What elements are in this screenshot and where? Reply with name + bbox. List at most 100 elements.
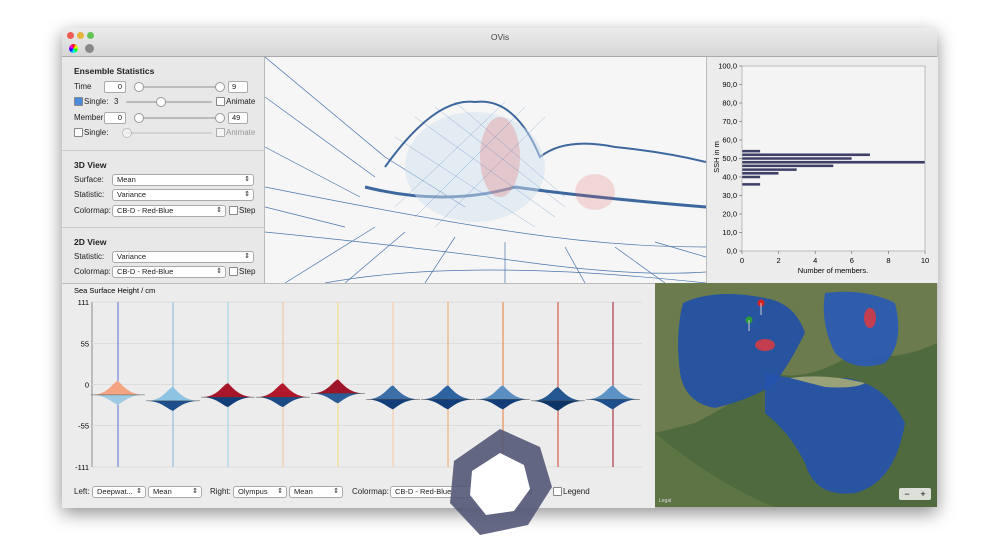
violin-lower	[256, 397, 310, 408]
violin-lower	[476, 399, 530, 410]
spin-box[interactable]: 9	[228, 81, 248, 93]
x-tick-label: 6	[850, 256, 854, 265]
y-tick-label: 30,0	[722, 191, 737, 200]
violin-lower	[421, 399, 475, 410]
slider[interactable]	[126, 101, 212, 103]
combo-box[interactable]: Mean	[148, 486, 202, 498]
section-title: 3D View	[74, 160, 107, 170]
separator	[62, 150, 264, 151]
combo-box[interactable]: CB-D - Red-Blue	[112, 266, 226, 278]
slider[interactable]	[136, 86, 222, 88]
y-tick-label: 20,0	[722, 210, 737, 219]
combo-box[interactable]: Mean	[289, 486, 343, 498]
y-tick-label: 0	[85, 381, 89, 390]
legal-text[interactable]: Legal	[659, 498, 671, 504]
y-tick-label: 90,0	[722, 80, 737, 89]
y-tick-label: 50,0	[722, 154, 737, 163]
histogram-bar	[741, 168, 798, 172]
histogram-bar	[741, 182, 761, 186]
checkbox[interactable]	[229, 267, 238, 276]
combo-box[interactable]: Variance	[112, 251, 254, 263]
slider-knob[interactable]	[134, 82, 144, 92]
close-button[interactable]	[67, 32, 74, 39]
combo-box[interactable]: Variance	[112, 189, 254, 201]
value: 3	[114, 97, 119, 106]
histogram-bar	[741, 149, 761, 153]
slider[interactable]	[136, 117, 222, 119]
checkbox[interactable]	[216, 97, 225, 106]
y-tick-label: 40,0	[722, 173, 737, 182]
violin-lower	[91, 394, 145, 405]
violin-upper	[476, 385, 530, 400]
combo-box[interactable]: CB-D - Red-Blue	[112, 205, 226, 217]
violin-upper	[311, 379, 365, 394]
y-tick-label: 111	[78, 298, 89, 307]
violin-upper	[256, 383, 310, 398]
title-bar	[62, 28, 937, 57]
combo-box[interactable]: Mean	[112, 174, 254, 186]
spin-box[interactable]: 0	[104, 112, 126, 124]
histogram-bar	[741, 175, 761, 179]
spin-box[interactable]: 0	[104, 81, 126, 93]
y-tick-label: 80,0	[722, 99, 737, 108]
y-tick-label: 60,0	[722, 136, 737, 145]
y-tick-label: -111	[75, 463, 89, 472]
checkbox[interactable]	[74, 97, 83, 106]
violin-lower	[201, 397, 255, 408]
zoom-out[interactable]: −	[904, 489, 909, 499]
histogram-bar	[741, 160, 926, 164]
violin-upper	[366, 385, 420, 400]
spin-box[interactable]: 49	[228, 112, 248, 124]
label: Animate	[226, 97, 256, 106]
checkbox[interactable]	[74, 128, 83, 137]
label: Colormap:	[352, 487, 389, 496]
y-tick-label: 55	[81, 340, 89, 349]
x-tick-label: 10	[921, 256, 929, 265]
checkbox[interactable]	[229, 206, 238, 215]
slider-knob[interactable]	[215, 113, 225, 123]
x-tick-label: 4	[813, 256, 817, 265]
combo-box[interactable]: Deepwat...	[92, 486, 146, 498]
violin-lower	[146, 400, 200, 411]
histogram-bar	[741, 164, 834, 168]
label: Left:	[74, 487, 90, 496]
y-tick-label: 100,0	[718, 62, 737, 71]
control-panel	[62, 57, 265, 283]
histogram-bar	[741, 171, 779, 175]
slider-knob[interactable]	[134, 113, 144, 123]
x-tick-label: 0	[740, 256, 744, 265]
label: Colormap:	[74, 267, 111, 276]
combo-box[interactable]: Olympus	[233, 486, 287, 498]
label: Single:	[84, 128, 109, 137]
map-view[interactable]: Legal − +	[655, 283, 937, 507]
label: Legend	[563, 487, 590, 496]
zoom-in[interactable]: +	[920, 489, 925, 499]
logo	[450, 429, 552, 535]
label: Time	[74, 82, 92, 91]
checkbox[interactable]	[216, 128, 225, 137]
label: Step	[239, 206, 256, 215]
slider[interactable]	[126, 132, 212, 134]
settings-icon[interactable]	[85, 44, 94, 53]
label: Right:	[210, 487, 231, 496]
violin-upper	[201, 383, 255, 398]
violin-upper	[586, 385, 640, 400]
label: Colormap:	[74, 206, 111, 215]
violin-upper	[531, 386, 585, 401]
section-title: Ensemble Statistics	[74, 66, 155, 76]
checkbox[interactable]	[553, 487, 562, 496]
ssh-violin-chart: Sea Surface Height / cm 111 55 0 -55 -111	[74, 286, 642, 472]
label: Step	[239, 267, 256, 276]
minimize-button[interactable]	[77, 32, 84, 39]
x-tick-label: 8	[886, 256, 890, 265]
violin-lower	[531, 400, 585, 411]
slider-knob[interactable]	[215, 82, 225, 92]
surface-3d-view[interactable]	[265, 57, 706, 283]
y-tick-label: -55	[78, 421, 89, 430]
zoom-button[interactable]	[87, 32, 94, 39]
color-icon[interactable]	[69, 44, 78, 53]
label: Statistic:	[74, 190, 105, 199]
slider-knob[interactable]	[156, 97, 166, 107]
slider-knob[interactable]	[122, 128, 132, 138]
